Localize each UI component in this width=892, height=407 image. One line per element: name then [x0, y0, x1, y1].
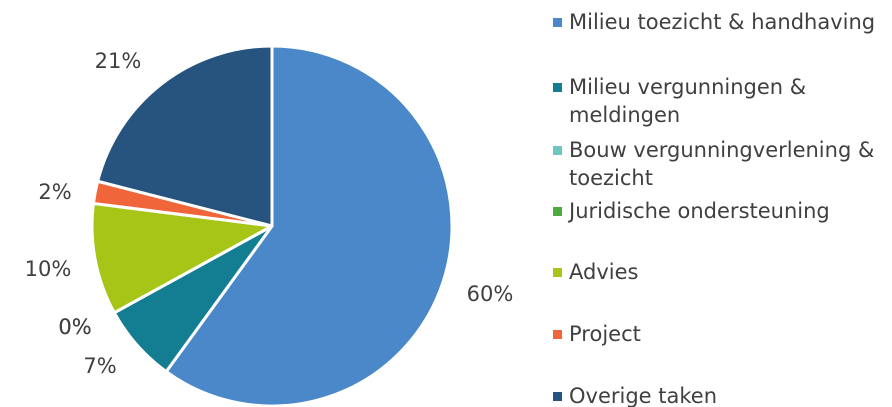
legend-label: Juridische ondersteuning [569, 199, 830, 223]
data-label: 60% [467, 282, 514, 306]
data-label: 10% [25, 257, 72, 281]
legend-swatch [553, 207, 562, 216]
data-label: 21% [95, 49, 142, 73]
slice [96, 44, 274, 228]
legend-item: Bouw vergunningverlening & toezicht [553, 136, 889, 192]
data-label: 2% [38, 180, 71, 204]
data-label: 7% [83, 354, 116, 378]
legend-item: Advies [553, 258, 889, 286]
legend-swatch [553, 83, 562, 92]
data-label: 0% [58, 315, 91, 339]
legend-label: Milieu toezicht & handhaving [569, 10, 876, 34]
legend-swatch [553, 392, 562, 401]
slice [164, 44, 454, 407]
legend-label: Project [569, 322, 641, 346]
legend-label: Milieu vergunningen & meldingen [569, 75, 807, 127]
legend-item: Milieu toezicht & handhaving [553, 8, 889, 36]
slice [90, 201, 274, 315]
legend-label: Bouw vergunningverlening & toezicht [569, 138, 875, 190]
legend-swatch [553, 330, 562, 339]
legend-swatch [553, 18, 562, 27]
legend-item: Project [553, 320, 889, 348]
legend-item: Juridische ondersteuning [553, 197, 889, 225]
legend-item: Overige taken [553, 382, 889, 407]
legend-label: Advies [569, 260, 639, 284]
legend-item: Milieu vergunningen & meldingen [553, 73, 889, 129]
data-label: 0% [58, 315, 91, 339]
legend-swatch [553, 146, 562, 155]
legend-swatch [553, 268, 562, 277]
legend-label: Overige taken [569, 384, 718, 407]
